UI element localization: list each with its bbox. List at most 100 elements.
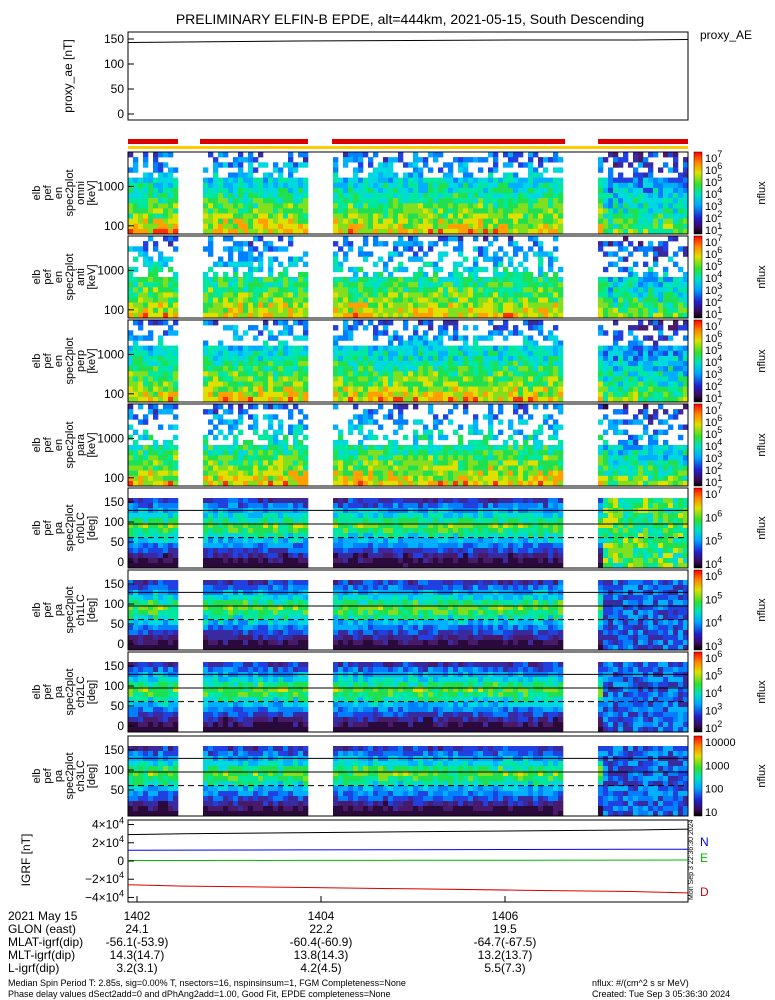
heatmap-cell <box>548 445 554 451</box>
heatmap-cell <box>373 277 379 283</box>
heatmap-cell <box>683 376 689 382</box>
heatmap-cell <box>223 409 229 415</box>
heatmap-cell <box>243 241 249 247</box>
heatmap-cell <box>493 376 499 382</box>
heatmap-cell <box>453 246 459 252</box>
heatmap-cell <box>383 460 389 466</box>
heatmap-cell <box>603 345 609 351</box>
heatmap-cell <box>158 523 164 529</box>
heatmap-cell <box>548 198 554 204</box>
heatmap-cell <box>223 297 229 303</box>
heatmap-cell <box>463 187 469 194</box>
heatmap-cell <box>303 157 309 163</box>
heatmap-cell <box>528 414 534 420</box>
heatmap-cell <box>488 330 494 336</box>
heatmap-cell <box>653 218 659 224</box>
heatmap-cell <box>558 460 564 466</box>
heatmap-cell <box>168 386 174 392</box>
heatmap-cell <box>613 470 619 476</box>
heatmap-cell <box>373 330 379 336</box>
heatmap-cell <box>613 208 619 214</box>
heatmap-cell <box>493 162 499 168</box>
heatmap-cell <box>558 157 564 163</box>
heatmap-cell <box>378 320 384 326</box>
heatmap-cell <box>503 371 509 377</box>
heatmap-cell <box>283 277 289 283</box>
heatmap-cell <box>513 345 519 351</box>
heatmap-cell <box>528 445 534 451</box>
heatmap-cell <box>383 320 389 326</box>
heatmap-cell <box>438 187 444 194</box>
heatmap-cell <box>148 320 154 326</box>
heatmap-cell <box>363 396 369 403</box>
heatmap-cell <box>428 429 434 435</box>
heatmap-cell <box>158 543 164 549</box>
frame-omni <box>127 151 689 235</box>
heatmap-cell <box>453 475 459 482</box>
heatmap-cell <box>623 157 629 163</box>
heatmap-cell <box>133 167 139 173</box>
heatmap-cell <box>398 386 404 392</box>
heatmap-cell <box>133 543 139 549</box>
heatmap-cell <box>378 391 384 398</box>
heatmap-cell <box>388 381 394 387</box>
heatmap-cell <box>423 287 429 293</box>
heatmap-cell <box>533 282 539 288</box>
heatmap-cell <box>638 307 644 314</box>
heatmap-cell <box>618 213 624 219</box>
heatmap-cell <box>478 386 484 392</box>
heatmap-cell <box>383 213 389 219</box>
heatmap-cell <box>433 152 439 158</box>
heatmap-cell <box>623 297 629 303</box>
heatmap-cell <box>478 429 484 435</box>
heatmap-cell <box>223 325 229 331</box>
heatmap-cell <box>273 193 279 199</box>
heatmap-cell <box>273 282 279 288</box>
heatmap-cell <box>213 213 219 219</box>
heatmap-cell <box>428 208 434 214</box>
heatmap-cell <box>373 287 379 293</box>
heatmap-cell <box>128 386 134 392</box>
heatmap-cell <box>423 277 429 283</box>
heatmap-cell <box>483 366 489 372</box>
heatmap-cell <box>483 307 489 314</box>
heatmap-cell <box>203 277 209 283</box>
heatmap-cell <box>268 312 274 319</box>
heatmap-cell <box>423 312 429 319</box>
heatmap-cell <box>648 223 654 230</box>
heatmap-cell <box>628 475 634 482</box>
heatmap-cell <box>173 371 179 377</box>
heatmap-cell <box>143 256 149 262</box>
heatmap-cell <box>638 208 644 214</box>
heatmap-cell <box>223 391 229 398</box>
heatmap-cell <box>228 470 234 476</box>
heatmap-cell <box>533 439 539 446</box>
heatmap-cell <box>233 287 239 293</box>
heatmap-cell <box>348 325 354 331</box>
heatmap-cell <box>153 152 159 158</box>
heatmap-cell <box>243 282 249 288</box>
heatmap-cell <box>373 325 379 331</box>
heatmap-cell <box>143 470 149 476</box>
heatmap-cell <box>613 419 619 425</box>
heatmap-cell <box>223 450 229 456</box>
heatmap-cell <box>258 177 264 183</box>
heatmap-cell <box>523 292 529 298</box>
heatmap-cell <box>518 450 524 456</box>
heatmap-cell <box>258 297 264 303</box>
heatmap-cell <box>203 246 209 252</box>
heatmap-cell <box>428 396 434 403</box>
heatmap-cell <box>473 366 479 372</box>
heatmap-cell <box>228 312 234 319</box>
heatmap-cell <box>273 386 279 392</box>
heatmap-cell <box>158 198 164 204</box>
heatmap-cell <box>658 182 664 189</box>
heatmap-cell <box>333 213 339 219</box>
heatmap-cell <box>443 391 449 398</box>
heatmap-cell <box>518 350 524 357</box>
heatmap-cell <box>353 266 359 273</box>
heatmap-cell <box>668 287 674 293</box>
heatmap-cell <box>143 460 149 466</box>
heatmap-cell <box>388 282 394 288</box>
heatmap-cell <box>503 287 509 293</box>
